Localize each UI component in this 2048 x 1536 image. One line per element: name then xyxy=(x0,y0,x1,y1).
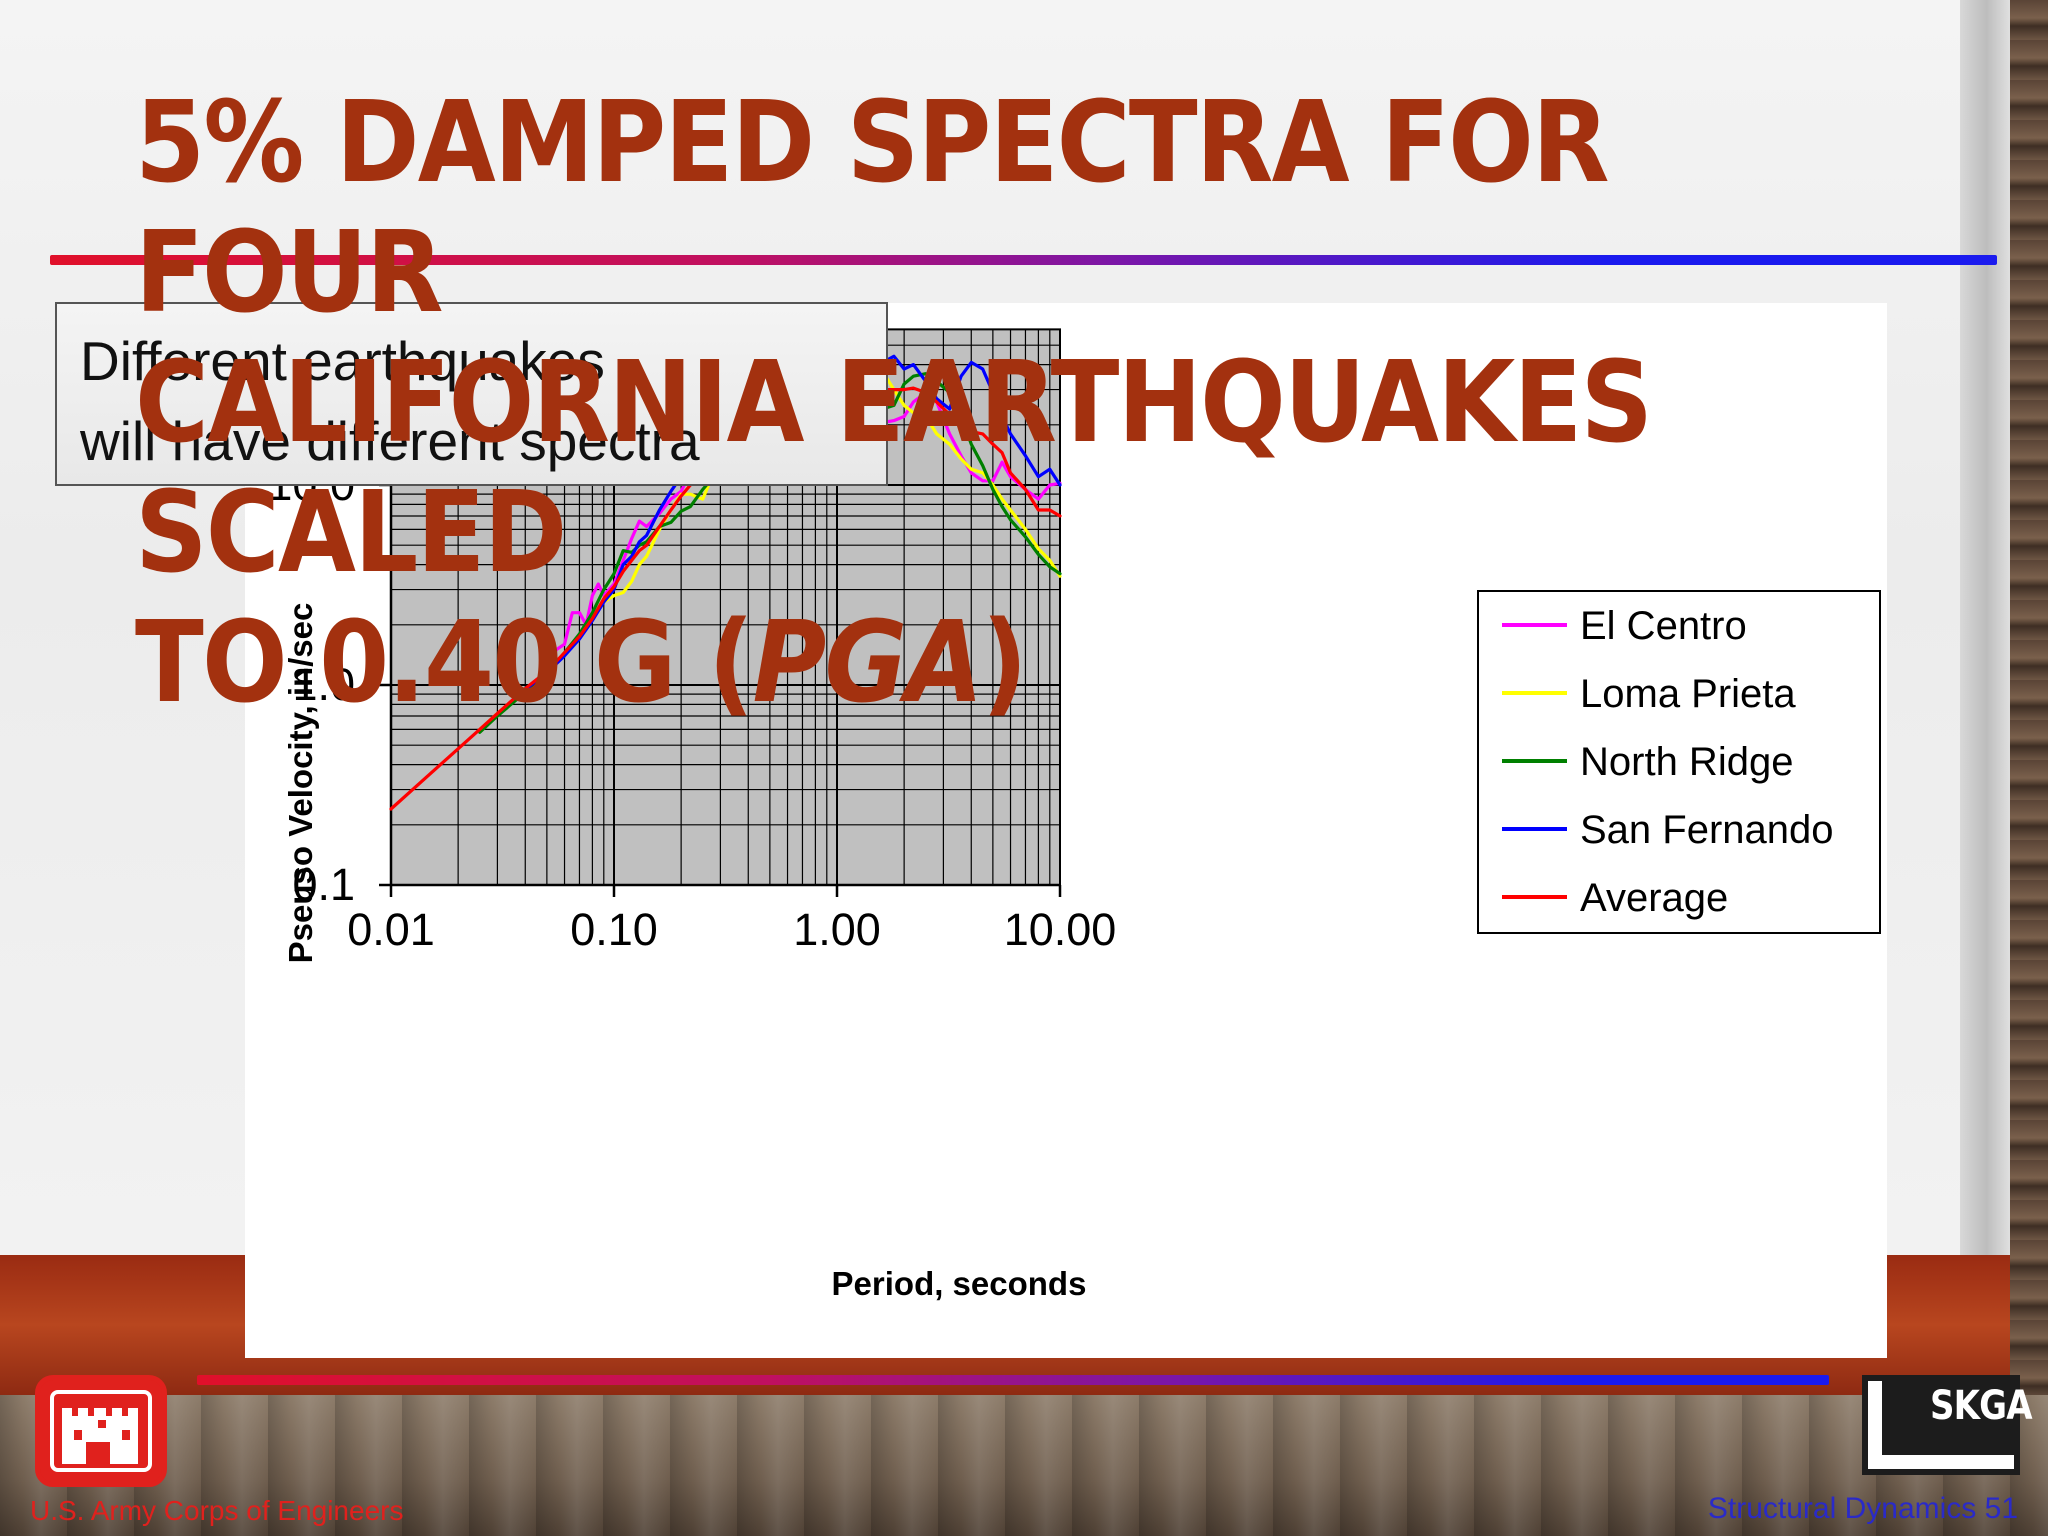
x-tick-label: 0.01 xyxy=(347,904,435,955)
legend-label-san-fernando: San Fernando xyxy=(1580,808,1834,852)
x-tick-label: 0.10 xyxy=(570,904,658,955)
x-axis-label: Period, seconds xyxy=(832,1265,1087,1302)
brick-texture xyxy=(2010,0,2048,1536)
title-line-3-suffix: ) xyxy=(981,598,1028,728)
skga-logo-icon xyxy=(1862,1375,2020,1475)
y-tick-label: 0.1 xyxy=(292,859,355,910)
title-rule-line xyxy=(50,255,1997,265)
footer-organization: U.S. Army Corps of Engineers xyxy=(30,1495,404,1526)
title-line-3-italic: PGA xyxy=(752,598,983,728)
callout-text-line-1: Different earthquakes xyxy=(80,330,605,392)
legend-label-el-centro: El Centro xyxy=(1580,604,1747,648)
footer-course-page: Structural Dynamics 51 xyxy=(1707,1492,2018,1525)
legend-label-average: Average xyxy=(1580,876,1728,920)
usace-logo-frame xyxy=(50,1390,152,1472)
callout-text-line-2: will have different spectra xyxy=(80,410,700,472)
y-axis-label: Pseuso Velocity, in/sec xyxy=(282,603,319,964)
x-tick-label: 10.00 xyxy=(1004,904,1117,955)
legend-label-north-ridge: North Ridge xyxy=(1580,740,1793,784)
y-tick-label: 1.0 xyxy=(292,659,355,710)
x-tick-label: 1.00 xyxy=(793,904,881,955)
callout-box: Different earthquakes will have differen… xyxy=(55,302,888,486)
usace-castle-icon xyxy=(35,1375,167,1487)
footer-rule-line xyxy=(197,1375,1829,1385)
castle-shape xyxy=(62,1408,138,1464)
stone-texture-band xyxy=(0,1395,2048,1536)
title-line-2: CALIFORNIA EARTHQUAKES SCALED xyxy=(135,338,1653,598)
skga-logo-text: SKGA xyxy=(1930,1383,2033,1429)
legend-label-loma-prieta: Loma Prieta xyxy=(1580,672,1796,716)
title-line-1: 5% DAMPED SPECTRA FOR FOUR xyxy=(135,78,1610,338)
chart-legend: El Centro Loma Prieta North Ridge San Ferna… xyxy=(1477,590,1881,934)
slide-title: 5% DAMPED SPECTRA FOR FOUR CALIFORNIA EA… xyxy=(135,78,1773,728)
title-line-3-prefix: TO 0.40 G ( xyxy=(135,598,754,728)
